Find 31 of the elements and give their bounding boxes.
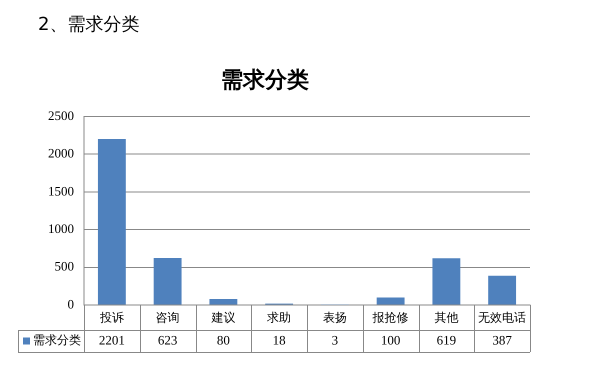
- x-tick-label: 投诉: [98, 310, 124, 324]
- x-tick-label: 其他: [434, 310, 458, 324]
- data-label: 18: [272, 332, 286, 348]
- bar: [432, 258, 460, 304]
- data-label: 619: [436, 332, 456, 348]
- x-tick-label: 求助: [267, 310, 292, 324]
- y-tick-label: 2500: [48, 108, 74, 123]
- x-tick-label: 建议: [210, 310, 236, 324]
- text: 2、需求分类: [38, 13, 140, 36]
- y-tick-label: 500: [54, 258, 74, 274]
- data-label: 387: [492, 332, 512, 348]
- bar: [488, 276, 516, 304]
- x-tick-label: 表扬: [322, 310, 347, 324]
- x-tick-label: 报抢修: [372, 310, 409, 324]
- y-tick-label: 0: [68, 296, 74, 312]
- x-tick-label: 无效电话: [478, 310, 526, 324]
- bar: [154, 258, 182, 304]
- y-tick-label: 1500: [48, 183, 74, 198]
- bar: [98, 138, 126, 304]
- data-label: 100: [380, 332, 400, 348]
- y-tick-label: 1000: [48, 220, 74, 236]
- data-label: 2201: [98, 332, 125, 348]
- chart-title: 需求分类: [221, 66, 309, 92]
- data-label: 623: [158, 332, 178, 348]
- y-tick-label: 2000: [48, 146, 74, 161]
- bar: [376, 297, 405, 304]
- x-tick-label: 咨询: [156, 310, 180, 324]
- data-label: 80: [216, 332, 230, 348]
- data-label: 3: [332, 332, 338, 348]
- bar: [209, 298, 238, 304]
- legend-label: 需求分类: [33, 333, 81, 348]
